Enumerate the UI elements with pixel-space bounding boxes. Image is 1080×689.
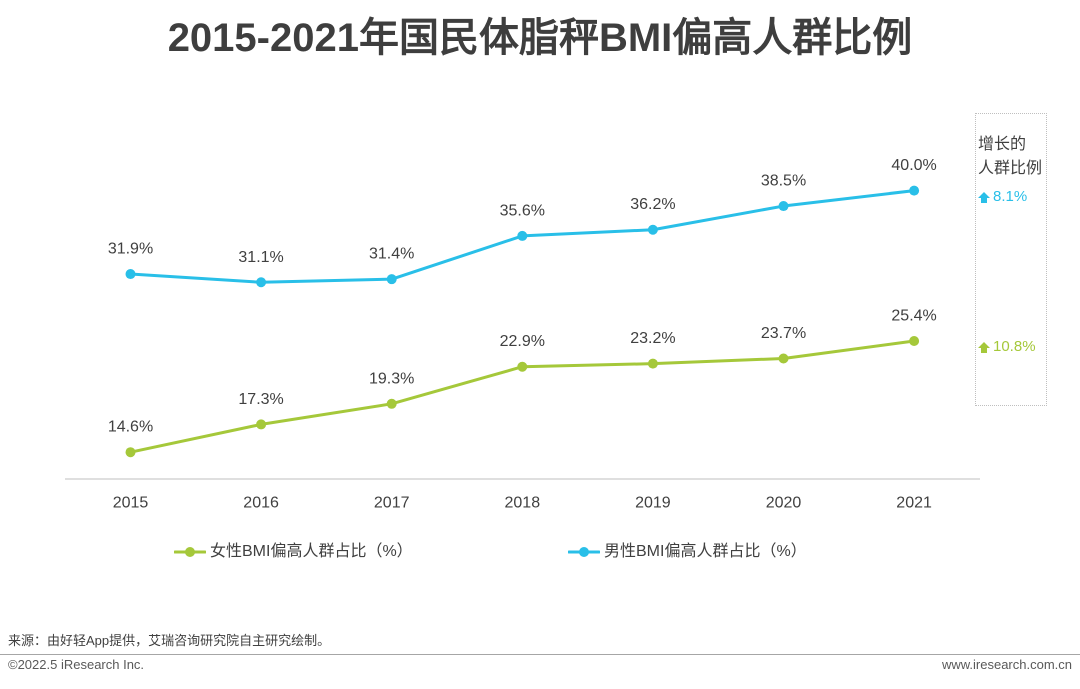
growth-heading: 增长的 人群比例 xyxy=(978,133,1042,181)
growth-item-male: 8.1% xyxy=(978,187,1027,207)
footer-website: www.iresearch.com.cn xyxy=(941,657,1072,672)
series-1-point xyxy=(125,269,136,280)
legend-label-male: 男性BMI偏高人群占比（%） xyxy=(604,543,807,560)
legend-marker-male xyxy=(568,547,600,557)
series-0-point xyxy=(778,353,789,364)
series-1-data-label: 38.5% xyxy=(761,173,806,190)
series-1-point xyxy=(386,274,397,285)
series-1-data-label: 31.1% xyxy=(238,249,283,266)
x-tick-label: 2015 xyxy=(113,495,149,512)
series-0-point xyxy=(256,419,267,430)
x-tick-label: 2016 xyxy=(243,495,279,512)
line-chart: 2015 2016 2017 2018 2019 2020 2021 14.6% 17.3% 19… xyxy=(65,157,980,512)
growth-value-female: 10.8% xyxy=(993,338,1036,355)
growth-item-female: 10.8% xyxy=(978,337,1036,357)
footer-copyright: ©2022.5 iResearch Inc. xyxy=(8,657,145,672)
series-1-data-label: 35.6% xyxy=(500,202,545,219)
series-0-data-label: 17.3% xyxy=(238,391,283,408)
series-0-data-label: 25.4% xyxy=(891,307,936,324)
up-arrow-icon xyxy=(978,191,990,203)
series-1-data-label: 31.4% xyxy=(369,246,414,263)
x-tick-label: 2021 xyxy=(896,495,932,512)
up-arrow-icon xyxy=(978,341,990,353)
series-1: 31.9% 31.1% 31.4% 35.6% 36.2% 38.5% 40.0% xyxy=(108,157,937,288)
series-0-data-label: 22.9% xyxy=(500,333,545,350)
growth-panel: 增长的 人群比例 8.1% 10.8% xyxy=(975,113,1047,406)
growth-value-male: 8.1% xyxy=(993,188,1028,205)
x-tick-label: 2019 xyxy=(635,495,671,512)
series-1-data-label: 40.0% xyxy=(891,157,936,174)
series-0-point xyxy=(125,447,136,458)
growth-heading-line-1: 增长的 xyxy=(978,136,1027,153)
legend-label-female: 女性BMI偏高人群占比（%） xyxy=(210,543,413,560)
series-0-data-label: 23.7% xyxy=(761,325,806,342)
series-1-data-label: 31.9% xyxy=(108,241,153,258)
x-tick-label: 2017 xyxy=(374,495,410,512)
series-1-point xyxy=(778,201,789,212)
growth-heading-line-2: 人群比例 xyxy=(978,160,1043,177)
series-0-point xyxy=(386,398,397,409)
series-1-data-label: 36.2% xyxy=(630,196,675,213)
legend-marker-female xyxy=(174,547,206,557)
series-1-point xyxy=(517,230,528,241)
footer-source-note: 来源：由好轻App提供，艾瑞咨询研究院自主研究绘制。 xyxy=(8,633,331,648)
x-tick-label: 2020 xyxy=(766,495,802,512)
legend-item-male: 男性BMI偏高人群占比（%） xyxy=(568,541,807,563)
series-0: 14.6% 17.3% 19.3% 22.9% 23.2% 23.7% 25.4% xyxy=(108,307,937,458)
series-0-data-label: 23.2% xyxy=(630,330,675,347)
series-0-data-label: 14.6% xyxy=(108,419,153,436)
legend-item-female: 女性BMI偏高人群占比（%） xyxy=(174,541,413,563)
chart-title: 2015-2021年国民体脂秤BMI偏高人群比例 xyxy=(167,16,913,60)
series-1-point xyxy=(909,185,920,196)
series-0-point xyxy=(517,361,528,372)
series-0-point xyxy=(647,358,658,369)
x-tick-label: 2018 xyxy=(505,495,541,512)
series-0-point xyxy=(909,335,920,346)
series-1-point xyxy=(647,224,658,235)
footer-divider xyxy=(0,654,1080,655)
series-0-data-label: 19.3% xyxy=(369,370,414,387)
series-1-point xyxy=(256,277,267,288)
